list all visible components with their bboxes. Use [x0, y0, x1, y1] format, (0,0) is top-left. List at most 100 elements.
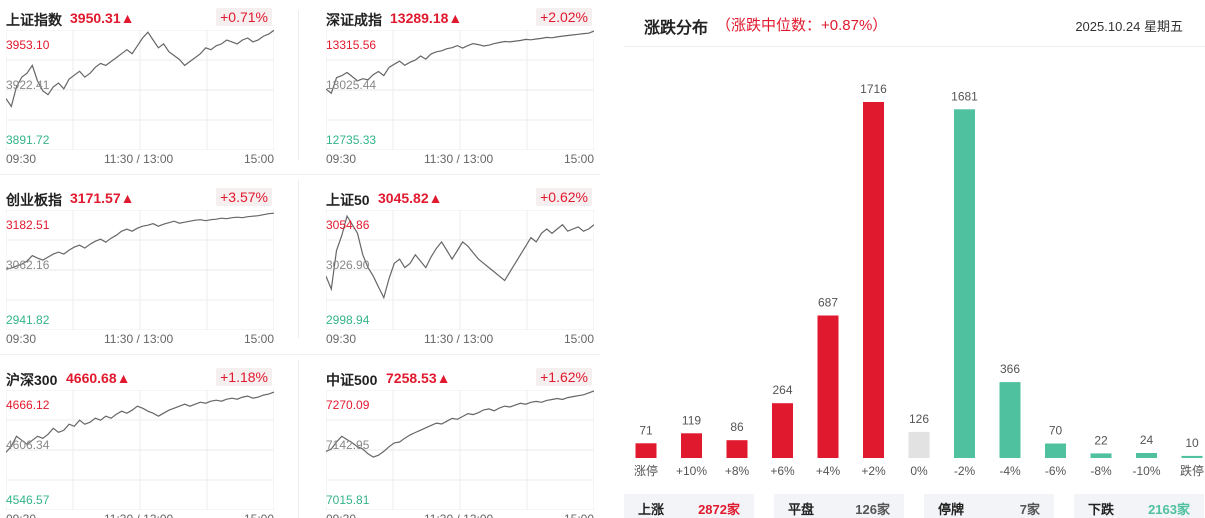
- row-divider: [0, 174, 600, 175]
- index-card-header: 上证50 3045.82▲ +0.62%: [320, 180, 608, 210]
- distribution-bar: [999, 382, 1021, 458]
- index-sparkline: [326, 390, 594, 510]
- distribution-bar: [863, 102, 884, 458]
- time-end-label: 15:00: [244, 512, 274, 518]
- summary-value: 2163家: [1148, 502, 1190, 517]
- axis-high-label: 4666.12: [6, 398, 50, 412]
- index-panel: 上证指数 3950.31▲ +0.71% 3953.10 3922.41 3891.72 0…: [0, 0, 600, 518]
- time-start-label: 09:30: [326, 332, 357, 346]
- distribution-bar-chart: 71 涨停 119 +10% 86 +8% 264 +6% 687 +4% 1716 +2% 126 0%…: [634, 82, 1204, 478]
- time-end-label: 15:00: [244, 152, 275, 166]
- summary-label: 上涨: [638, 502, 665, 517]
- time-start-label: 09:30: [6, 512, 36, 518]
- axis-high-label: 3953.10: [6, 38, 50, 52]
- axis-high-label: 13315.56: [326, 38, 377, 52]
- distribution-bar: [772, 403, 793, 458]
- time-mid-label: 11:30 / 13:00: [424, 332, 494, 346]
- bar-category-label: 跌停: [1180, 463, 1204, 478]
- bar-value-label: 126: [909, 412, 929, 426]
- price-line: [326, 30, 594, 95]
- time-start-label: 09:30: [6, 152, 37, 166]
- time-mid-label: 11:30 / 13:00: [104, 512, 173, 518]
- axis-mid-label: 7142.95: [326, 438, 370, 452]
- index-value: 3950.31▲: [70, 10, 135, 26]
- axis-mid-label: 3062.16: [6, 258, 50, 272]
- bar-value-label: 687: [818, 296, 838, 310]
- row-divider: [0, 354, 600, 355]
- bar-value-label: 22: [1094, 433, 1108, 447]
- axis-high-label: 3054.86: [326, 218, 370, 232]
- time-end-label: 15:00: [564, 512, 594, 518]
- index-sparkline: [326, 210, 594, 330]
- time-mid-label: 11:30 / 13:00: [424, 152, 494, 166]
- index-card-header: 中证500 7258.53▲ +1.62%: [320, 360, 608, 390]
- distribution-bar: [1136, 453, 1157, 458]
- bar-category-label: +2%: [861, 464, 886, 478]
- bar-category-label: +8%: [725, 464, 750, 478]
- index-name: 深证成指: [326, 12, 382, 28]
- index-name: 沪深300: [6, 372, 58, 388]
- axis-high-label: 3182.51: [6, 218, 50, 232]
- index-card[interactable]: 创业板指 3171.57▲ +3.57% 3182.51 3062.16 2941.82 0…: [0, 180, 288, 348]
- summary-label: 下跌: [1088, 502, 1115, 517]
- distribution-date: 2025.10.24 星期五: [1075, 19, 1183, 34]
- index-card[interactable]: 深证成指 13289.18▲ +2.02% 13315.56 13025.44 12735…: [320, 0, 608, 168]
- index-sparkline: [6, 210, 274, 330]
- summary-stat: 停牌 7家: [924, 494, 1054, 518]
- distribution-bar: [908, 431, 930, 458]
- index-card[interactable]: 中证500 7258.53▲ +1.62% 7270.09 7142.95 7015.81…: [320, 360, 608, 518]
- bar-value-label: 71: [639, 423, 653, 437]
- bar-category-label: -8%: [1090, 464, 1112, 478]
- bar-category-label: -4%: [999, 464, 1021, 478]
- index-sparkline: [6, 390, 274, 510]
- time-start-label: 09:30: [326, 152, 357, 166]
- summary-stat: 上涨 2872家: [624, 494, 754, 518]
- header-divider: [624, 46, 1205, 47]
- bar-category-label: +10%: [676, 464, 707, 478]
- axis-mid-label: 3922.41: [6, 78, 50, 92]
- distribution-bar: [1090, 453, 1112, 458]
- index-value: 13289.18▲: [390, 10, 463, 26]
- index-card-header: 上证指数 3950.31▲ +0.71%: [0, 0, 288, 30]
- index-change-badge: +0.71%: [216, 8, 272, 26]
- index-sparkline: [326, 30, 594, 150]
- bar-value-label: 366: [1000, 362, 1020, 376]
- index-value: 7258.53▲: [386, 370, 451, 386]
- summary-stat: 平盘 126家: [774, 494, 904, 518]
- index-value: 4660.68▲: [66, 370, 131, 386]
- distribution-bar: [635, 443, 657, 458]
- bar-category-label: 0%: [910, 464, 928, 478]
- distribution-panel: 涨跌分布 （涨跌中位数：+0.87%） 2025.10.24 星期五 71 涨停 1…: [624, 0, 1205, 518]
- bar-category-label: +6%: [770, 464, 795, 478]
- time-start-label: 09:30: [6, 332, 37, 346]
- axis-mid-label: 4606.34: [6, 438, 50, 452]
- time-start-label: 09:30: [326, 512, 356, 518]
- distribution-bar: [817, 315, 839, 458]
- bar-value-label: 264: [772, 383, 792, 397]
- time-mid-label: 11:30 / 13:00: [104, 152, 174, 166]
- index-value: 3171.57▲: [70, 190, 135, 206]
- bar-value-label: 1716: [860, 82, 887, 96]
- price-line: [6, 391, 274, 453]
- index-change-badge: +1.62%: [536, 368, 592, 386]
- index-card-header: 深证成指 13289.18▲ +2.02%: [320, 0, 608, 30]
- axis-low-label: 4546.57: [6, 493, 50, 507]
- axis-low-label: 2941.82: [6, 313, 50, 327]
- bar-value-label: 10: [1185, 436, 1199, 450]
- index-card-header: 创业板指 3171.57▲ +3.57%: [0, 180, 288, 210]
- index-card[interactable]: 上证50 3045.82▲ +0.62% 3054.86 3026.90 2998.94 0…: [320, 180, 608, 348]
- index-name: 创业板指: [6, 192, 62, 208]
- index-card[interactable]: 上证指数 3950.31▲ +0.71% 3953.10 3922.41 3891.72 0…: [0, 0, 288, 168]
- index-name: 中证500: [326, 372, 378, 388]
- bar-value-label: 24: [1140, 433, 1154, 447]
- index-card-header: 沪深300 4660.68▲ +1.18%: [0, 360, 288, 390]
- index-change-badge: +3.57%: [216, 188, 272, 206]
- bar-category-label: +4%: [816, 464, 841, 478]
- price-line: [6, 212, 274, 270]
- distribution-bar: [1181, 455, 1203, 458]
- summary-label: 停牌: [938, 502, 965, 517]
- index-card[interactable]: 沪深300 4660.68▲ +1.18% 4666.12 4606.34 4546.57…: [0, 360, 288, 518]
- bar-category-label: 涨停: [634, 463, 658, 478]
- axis-mid-label: 3026.90: [326, 258, 370, 272]
- column-divider: [298, 360, 299, 518]
